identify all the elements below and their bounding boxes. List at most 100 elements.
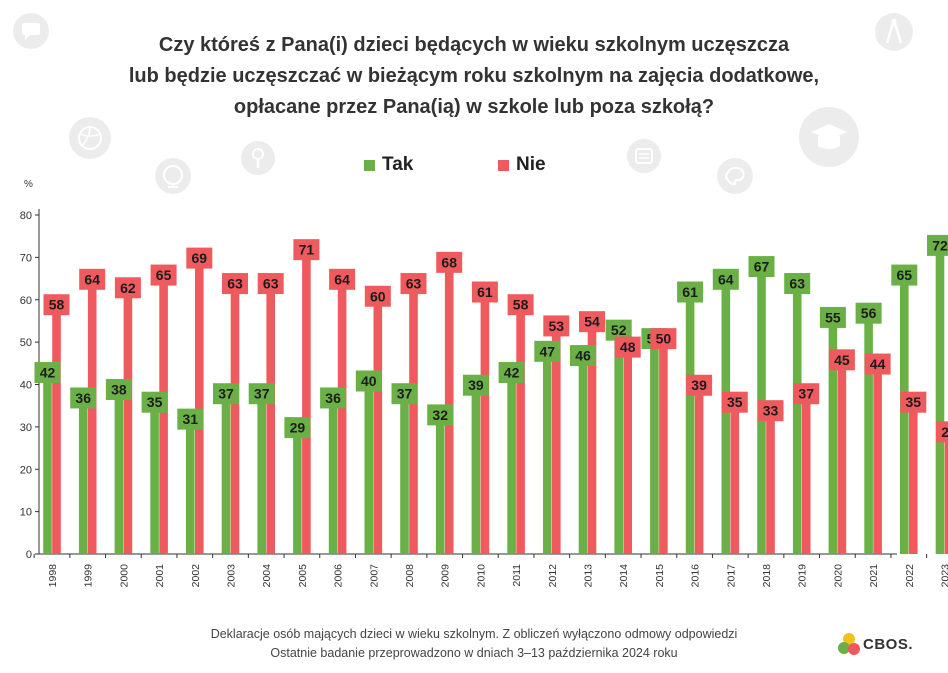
data-label-nie-2010: 61 bbox=[477, 284, 493, 300]
volleyball-icon bbox=[69, 117, 111, 159]
data-label-nie-1998: 58 bbox=[49, 297, 65, 313]
data-label-tak-2012: 47 bbox=[540, 343, 556, 359]
data-label-box-tak-2016 bbox=[677, 281, 704, 303]
data-label-box-nie-2012 bbox=[543, 315, 570, 337]
data-label-tak-2008: 37 bbox=[397, 386, 413, 402]
data-label-box-tak-2014 bbox=[605, 319, 632, 341]
data-label-nie-1999: 64 bbox=[84, 271, 100, 287]
data-label-nie-2015: 50 bbox=[656, 331, 672, 347]
bar-tak-2009 bbox=[435, 418, 445, 554]
data-label-tak-2002: 31 bbox=[183, 411, 199, 427]
globe-icon bbox=[155, 158, 191, 194]
data-label-box-tak-2010 bbox=[462, 374, 489, 396]
data-label-box-nie-2013 bbox=[579, 311, 605, 333]
title-line-3: opłacane przez Pana(ią) w szkole lub poz… bbox=[233, 96, 715, 118]
bar-nie-2016 bbox=[694, 388, 704, 554]
legend-label-tak: Tak bbox=[382, 154, 414, 175]
bar-nie-2004 bbox=[266, 287, 275, 554]
y-tick-label-40: 40 bbox=[20, 380, 32, 392]
x-tick-label-2001: 2001 bbox=[154, 564, 166, 588]
data-label-box-tak-2019 bbox=[784, 273, 811, 295]
data-label-tak-2006: 36 bbox=[325, 390, 341, 406]
bar-nie-2003 bbox=[230, 287, 240, 554]
data-label-box-nie-2021 bbox=[864, 353, 891, 375]
y-tick-label-70: 70 bbox=[20, 252, 32, 264]
data-label-box-tak-2017 bbox=[712, 268, 739, 290]
legend-swatch-nie bbox=[498, 159, 509, 171]
data-label-tak-2018: 67 bbox=[754, 259, 770, 275]
data-label-box-nie-2010 bbox=[471, 281, 498, 303]
data-label-nie-2020: 45 bbox=[834, 352, 850, 368]
x-tick-label-2009: 2009 bbox=[440, 564, 452, 588]
data-label-nie-2005: 71 bbox=[299, 242, 315, 258]
data-label-box-nie-2000 bbox=[114, 277, 141, 299]
bar-tak-2003 bbox=[221, 397, 231, 554]
bar-tak-2000 bbox=[114, 392, 124, 554]
data-label-box-nie-2022 bbox=[900, 391, 927, 413]
data-label-box-nie-2006 bbox=[329, 268, 356, 290]
graduation-cap-icon bbox=[799, 107, 859, 167]
data-label-nie-2019: 37 bbox=[798, 386, 814, 402]
x-tick-label-2021: 2021 bbox=[868, 564, 880, 588]
data-label-tak-1998: 42 bbox=[40, 365, 56, 381]
x-tick-label-2007: 2007 bbox=[368, 564, 380, 588]
data-label-box-nie-2011 bbox=[507, 294, 534, 316]
data-label-box-tak-2013 bbox=[570, 345, 596, 367]
data-label-tak-2000: 38 bbox=[111, 381, 127, 397]
bar-nie-2013 bbox=[587, 325, 597, 554]
bar-tak-2005 bbox=[293, 431, 302, 554]
bar-nie-2005 bbox=[302, 253, 311, 554]
data-label-tak-2014: 52 bbox=[611, 322, 627, 338]
x-tick-label-2011: 2011 bbox=[511, 564, 523, 587]
data-label-tak-2001: 35 bbox=[147, 394, 163, 410]
data-label-tak-2010: 39 bbox=[468, 377, 484, 393]
data-label-nie-2007: 60 bbox=[370, 288, 386, 304]
data-label-nie-2014: 48 bbox=[620, 339, 636, 355]
bar-tak-1999 bbox=[78, 401, 88, 554]
y-axis-unit-label: % bbox=[24, 179, 33, 190]
data-label-box-tak-2004 bbox=[248, 383, 275, 405]
data-label-tak-2017: 64 bbox=[718, 271, 734, 287]
data-label-box-nie-2003 bbox=[222, 273, 248, 295]
data-label-nie-2002: 69 bbox=[192, 250, 208, 266]
bar-tak-2015 bbox=[650, 342, 659, 554]
data-label-tak-2003: 37 bbox=[218, 386, 234, 402]
bar-tak-2006 bbox=[328, 401, 338, 554]
data-label-tak-2020: 55 bbox=[825, 309, 841, 325]
data-label-box-tak-2008 bbox=[391, 383, 418, 405]
data-label-tak-2023: 72 bbox=[932, 237, 948, 253]
x-tick-label-2023: 2023 bbox=[940, 564, 948, 588]
data-label-nie-2011: 58 bbox=[513, 297, 529, 313]
bar-tak-2002 bbox=[186, 422, 195, 554]
chart-footnote: Deklaracje osób mających dzieci w wieku … bbox=[0, 625, 948, 663]
bar-nie-2017 bbox=[730, 405, 740, 554]
data-label-box-nie-2015 bbox=[650, 328, 677, 350]
data-label-nie-2017: 35 bbox=[727, 394, 743, 410]
y-tick-label-80: 80 bbox=[20, 210, 32, 222]
bar-tak-2012 bbox=[543, 354, 552, 554]
bar-nie-2019 bbox=[801, 397, 811, 554]
bar-tak-2020 bbox=[828, 320, 838, 554]
data-label-tak-2019: 63 bbox=[789, 276, 805, 292]
x-tick-label-2020: 2020 bbox=[832, 564, 844, 588]
data-label-box-tak-2009 bbox=[427, 404, 454, 426]
y-tick-label-60: 60 bbox=[20, 295, 32, 307]
data-label-box-tak-2023 bbox=[927, 234, 948, 256]
cbos-logo: CBOS. bbox=[838, 632, 913, 656]
bar-tak-2007 bbox=[364, 384, 374, 554]
data-label-box-tak-2011 bbox=[498, 362, 525, 384]
bar-tak-2022 bbox=[900, 278, 909, 554]
data-label-box-tak-2018 bbox=[748, 256, 775, 278]
title-line-1: Czy któreś z Pana(i) dzieci będących w w… bbox=[158, 34, 790, 56]
chart-legend: Tak Nie bbox=[0, 154, 948, 180]
x-tick-label-2019: 2019 bbox=[797, 564, 809, 588]
data-label-box-nie-2004 bbox=[257, 273, 284, 295]
bar-nie-2015 bbox=[659, 342, 668, 554]
data-label-box-nie-2020 bbox=[828, 349, 855, 371]
legend-swatch-tak bbox=[364, 159, 375, 171]
data-label-nie-2022: 35 bbox=[906, 394, 922, 410]
bar-nie-2014 bbox=[623, 350, 632, 554]
bar-tak-1998 bbox=[43, 376, 52, 554]
data-label-box-tak-2005 bbox=[284, 417, 311, 439]
